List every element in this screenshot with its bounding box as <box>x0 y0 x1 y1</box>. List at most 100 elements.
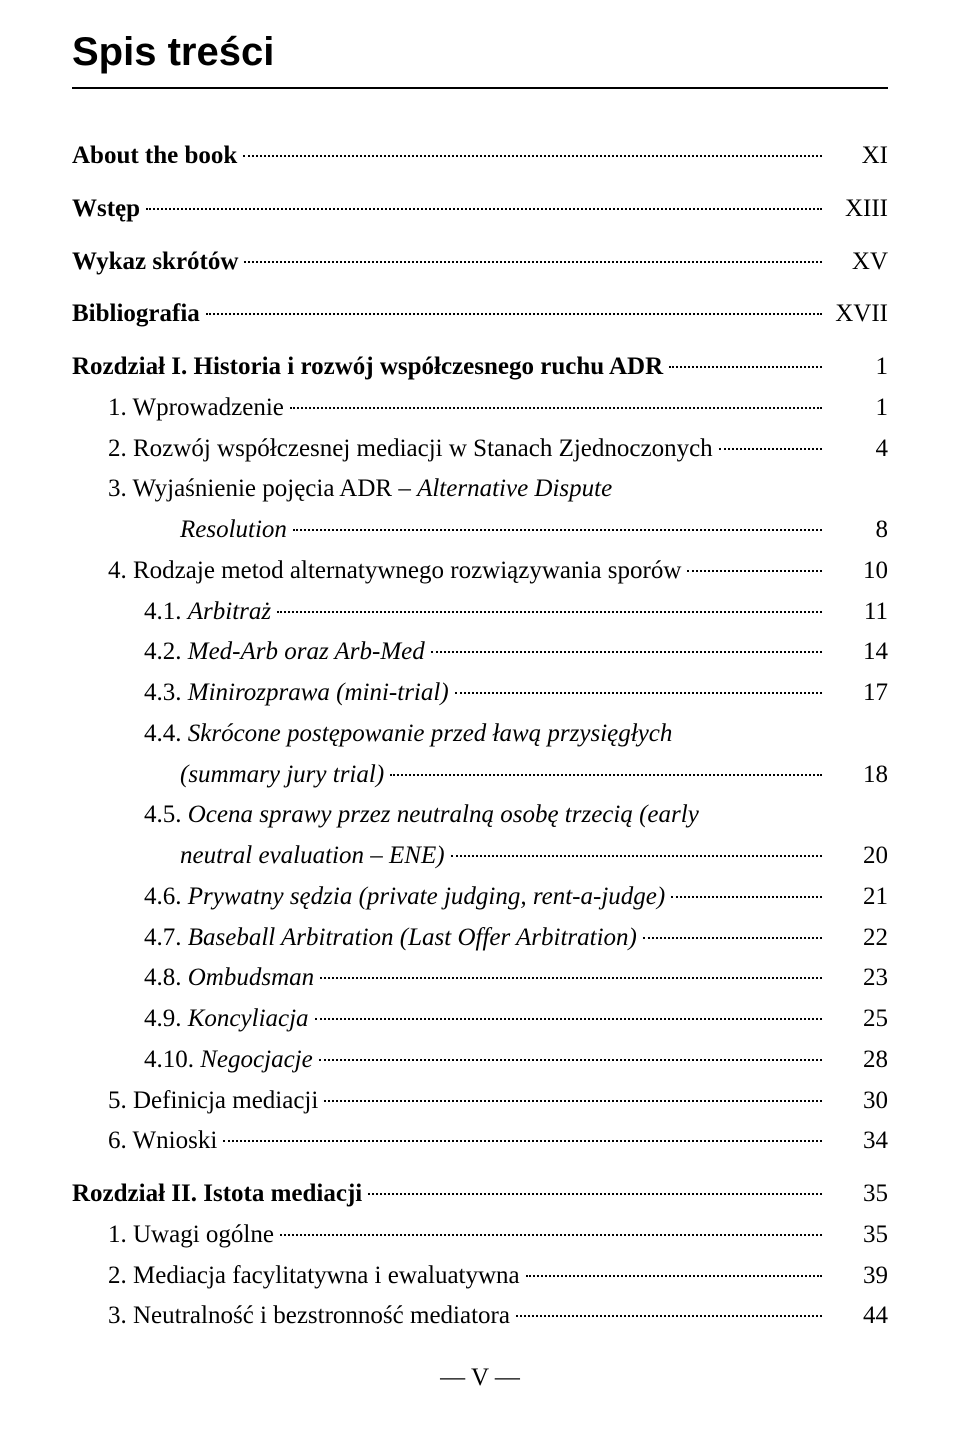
toc-label: Rozdział I. Historia i rozwój współczesn… <box>72 348 663 387</box>
toc-row: 4.8. Ombudsman 23 <box>72 959 888 998</box>
toc-page: 21 <box>828 878 888 917</box>
toc-row: 1. Wprowadzenie 1 <box>72 389 888 428</box>
toc-leader-dots <box>290 407 822 409</box>
toc-leader-dots <box>324 1100 822 1102</box>
toc-page: 25 <box>828 1000 888 1039</box>
toc-label: 4. Rodzaje metod alternatywnego rozwiązy… <box>108 552 681 591</box>
toc-page: 34 <box>828 1122 888 1161</box>
toc-label: Wykaz skrótów <box>72 243 238 282</box>
toc-leader-dots <box>643 937 822 939</box>
toc-label: 3. Neutralność i bezstronność mediatora <box>108 1297 510 1336</box>
toc-label: 3. Wyjaśnienie pojęcia ADR – Alternative… <box>108 470 612 509</box>
toc-row: neutral evaluation – ENE)20 <box>72 837 888 876</box>
table-of-contents: About the bookXIWstępXIIIWykaz skrótówXV… <box>72 137 888 1336</box>
toc-label: 1. Uwagi ogólne <box>108 1216 274 1255</box>
toc-row: Bibliografia XVII <box>72 295 888 334</box>
toc-leader-dots <box>687 570 822 572</box>
toc-label: 4.2. Med-Arb oraz Arb-Med <box>144 633 425 672</box>
toc-row: 4.10. Negocjacje 28 <box>72 1041 888 1080</box>
toc-row: 4.2. Med-Arb oraz Arb-Med 14 <box>72 633 888 672</box>
toc-label: 2. Mediacja facylitatywna i ewaluatywna <box>108 1257 520 1296</box>
toc-leader-dots <box>277 611 822 613</box>
toc-label: (summary jury trial) <box>180 756 384 795</box>
toc-page: 10 <box>828 552 888 591</box>
toc-page: 17 <box>828 674 888 713</box>
toc-page: 39 <box>828 1257 888 1296</box>
toc-label: 4.1. Arbitraż <box>144 593 271 632</box>
toc-leader-dots <box>669 366 822 368</box>
toc-label: 4.5. Ocena sprawy przez neutralną osobę … <box>144 796 699 835</box>
toc-row: Resolution 8 <box>72 511 888 550</box>
toc-leader-dots <box>293 529 822 531</box>
toc-row: 4.1. Arbitraż11 <box>72 593 888 632</box>
toc-leader-dots <box>526 1275 822 1277</box>
toc-page: XIII <box>828 190 888 229</box>
page: Spis treści About the bookXIWstępXIIIWyk… <box>0 0 960 1432</box>
toc-page: 8 <box>828 511 888 550</box>
toc-page: 14 <box>828 633 888 672</box>
toc-leader-dots <box>368 1193 822 1195</box>
toc-row: (summary jury trial) 18 <box>72 756 888 795</box>
toc-label: Bibliografia <box>72 295 200 334</box>
toc-row: Wykaz skrótów XV <box>72 243 888 282</box>
toc-page: XVII <box>828 295 888 334</box>
toc-label: 1. Wprowadzenie <box>108 389 284 428</box>
toc-row: 2. Rozwój współczesnej mediacji w Stanac… <box>72 430 888 469</box>
toc-leader-dots <box>451 855 822 857</box>
toc-row: 2. Mediacja facylitatywna i ewaluatywna 3… <box>72 1257 888 1296</box>
toc-leader-dots <box>244 261 822 263</box>
toc-page: 20 <box>828 837 888 876</box>
toc-row: 1. Uwagi ogólne 35 <box>72 1216 888 1255</box>
toc-label: 2. Rozwój współczesnej mediacji w Stanac… <box>108 430 713 469</box>
toc-label: 4.9. Koncyliacja <box>144 1000 309 1039</box>
toc-leader-dots <box>315 1018 822 1020</box>
toc-row: Rozdział I. Historia i rozwój współczesn… <box>72 348 888 387</box>
toc-label: Wstęp <box>72 190 140 229</box>
toc-label: Resolution <box>180 511 287 550</box>
toc-label: Rozdział II. Istota mediacji <box>72 1175 362 1214</box>
toc-row: 4.7. Baseball Arbitration (Last Offer Ar… <box>72 919 888 958</box>
toc-label: 4.4. Skrócone postępowanie przed ławą pr… <box>144 715 672 754</box>
toc-page: 1 <box>828 348 888 387</box>
toc-row: 4.3. Minirozprawa (mini-trial) 17 <box>72 674 888 713</box>
toc-label: 4.7. Baseball Arbitration (Last Offer Ar… <box>144 919 637 958</box>
toc-label: 4.8. Ombudsman <box>144 959 314 998</box>
toc-label: 5. Definicja mediacji <box>108 1082 318 1121</box>
toc-label: 6. Wnioski <box>108 1122 217 1161</box>
toc-page: 4 <box>828 430 888 469</box>
toc-page: 35 <box>828 1175 888 1214</box>
toc-page: 23 <box>828 959 888 998</box>
toc-leader-dots <box>320 977 822 979</box>
toc-page: 35 <box>828 1216 888 1255</box>
toc-page: 22 <box>828 919 888 958</box>
toc-label: 4.3. Minirozprawa (mini-trial) <box>144 674 449 713</box>
page-footer: — V — <box>72 1364 888 1392</box>
toc-row: 4.9. Koncyliacja 25 <box>72 1000 888 1039</box>
toc-row: 5. Definicja mediacji30 <box>72 1082 888 1121</box>
toc-row: 3. Wyjaśnienie pojęcia ADR – Alternative… <box>72 470 888 509</box>
toc-label: 4.10. Negocjacje <box>144 1041 313 1080</box>
page-title: Spis treści <box>72 30 888 75</box>
toc-row: 4.6. Prywatny sędzia (private judging, r… <box>72 878 888 917</box>
toc-page: XV <box>828 243 888 282</box>
toc-page: 18 <box>828 756 888 795</box>
toc-page: 1 <box>828 389 888 428</box>
toc-leader-dots <box>206 313 822 315</box>
toc-leader-dots <box>455 692 822 694</box>
toc-page: 44 <box>828 1297 888 1336</box>
toc-page: 28 <box>828 1041 888 1080</box>
toc-leader-dots <box>671 896 822 898</box>
toc-leader-dots <box>243 155 822 157</box>
toc-row: 4.5. Ocena sprawy przez neutralną osobę … <box>72 796 888 835</box>
toc-row: 6. Wnioski 34 <box>72 1122 888 1161</box>
toc-leader-dots <box>280 1234 822 1236</box>
toc-row: Rozdział II. Istota mediacji 35 <box>72 1175 888 1214</box>
toc-leader-dots <box>431 651 822 653</box>
toc-leader-dots <box>146 208 822 210</box>
toc-row: Wstęp XIII <box>72 190 888 229</box>
horizontal-rule <box>72 87 888 89</box>
toc-leader-dots <box>719 448 822 450</box>
toc-row: 4. Rodzaje metod alternatywnego rozwiązy… <box>72 552 888 591</box>
toc-page: XI <box>828 137 888 176</box>
toc-row: 3. Neutralność i bezstronność mediatora 4… <box>72 1297 888 1336</box>
